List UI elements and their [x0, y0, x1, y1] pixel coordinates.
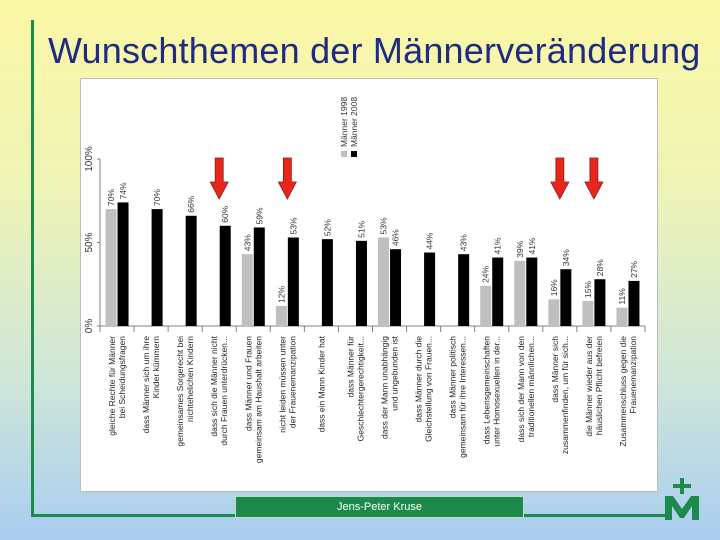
- bar-2008: [560, 269, 572, 326]
- bar-2008: [185, 215, 197, 326]
- data-label: 59%: [254, 207, 264, 224]
- category-label: die Männer wieder aus derhäuslichen Pfli…: [584, 336, 604, 437]
- bar-2008: [628, 280, 640, 326]
- bar-2008: [526, 257, 538, 326]
- data-label: 43%: [459, 234, 469, 251]
- data-label: 60%: [220, 205, 230, 222]
- bar-2008: [424, 252, 436, 326]
- category-label: dass Lebensgemeinschaftenunter Homosexue…: [482, 336, 502, 447]
- bar-2008: [458, 254, 470, 326]
- category-label: dass Männer sich um ihreKinder kümmern: [141, 336, 161, 434]
- data-label: 53%: [379, 217, 389, 234]
- category-label: dass der Mann unabhängigund ungebunden i…: [380, 335, 400, 439]
- data-label: 52%: [322, 219, 332, 236]
- data-label: 74%: [118, 182, 128, 199]
- bar-1998: [480, 285, 492, 326]
- data-label: 66%: [186, 195, 196, 212]
- bar-1998: [241, 254, 253, 326]
- legend-label: Männer 1998: [339, 97, 349, 147]
- data-label: 28%: [595, 259, 605, 276]
- y-tick-label: 50%: [84, 232, 95, 252]
- bar-chart: 0%50%100%70%43%12%53%24%39%16% 15% 11%74% 7…: [84, 97, 646, 463]
- highlight-arrow-icon: [209, 157, 229, 200]
- bar-1998: [616, 307, 628, 326]
- bar-2008: [151, 209, 163, 326]
- left-accent-line: [31, 20, 34, 517]
- data-label: 46%: [391, 229, 401, 246]
- legend-label: Männer 2008: [349, 97, 359, 147]
- bar-2008: [219, 225, 231, 326]
- bar-2008: [253, 227, 265, 326]
- data-label: 43%: [242, 234, 252, 251]
- highlight-arrow-icon: [550, 157, 570, 200]
- bar-1998: [105, 209, 117, 326]
- y-tick-label: 100%: [84, 146, 95, 172]
- bar-1998: [378, 237, 390, 326]
- data-label: 11%: [617, 288, 627, 305]
- bar-1998: [548, 299, 560, 326]
- data-label: 39%: [515, 240, 525, 257]
- category-label: dass Männer sichzusammenfinden, um für s…: [550, 336, 570, 454]
- category-label: dass Männer fürGeschlechtergerechtigkeit…: [345, 336, 365, 442]
- category-label: dass sich die Männer nichtdurch Frauen u…: [209, 335, 229, 445]
- category-label: dass Männer durch dieGleichstellung von …: [414, 336, 434, 442]
- highlight-arrow-icon: [584, 157, 604, 200]
- y-tick-label: 0%: [84, 319, 95, 334]
- bar-1998: [514, 260, 526, 326]
- category-label: nicht leiden müssen unterder Frauenemanz…: [277, 336, 297, 433]
- data-label: 27%: [629, 260, 639, 277]
- data-label: 70%: [152, 189, 162, 206]
- highlight-arrow-icon: [277, 157, 298, 200]
- data-label: 44%: [425, 232, 435, 249]
- category-label: dass Männer politischgemeinsam für ihre …: [448, 336, 468, 458]
- data-label: 41%: [527, 237, 537, 254]
- cross-m-logo-icon: [665, 478, 699, 520]
- category-label: gemeinsames Sorgerecht beinichtehelichen…: [175, 336, 195, 447]
- bar-1998: [582, 300, 594, 326]
- data-label: 53%: [288, 217, 298, 234]
- data-label: 41%: [493, 237, 503, 254]
- data-label: 51%: [356, 220, 366, 237]
- category-label: dass sich der Mann von dentraditionellen…: [516, 336, 536, 443]
- category-label: gleiche Rechte für Männerbei Scheidungsf…: [107, 336, 127, 436]
- data-label: 16%: [549, 279, 559, 296]
- category-label: dass ein Mann Kinder hat: [316, 335, 326, 432]
- data-label: 12%: [276, 286, 286, 303]
- bar-2008: [594, 279, 606, 326]
- bar-2008: [117, 202, 129, 326]
- chart-area: 0% 50% 100% 70% 43% 12% 53% 24% 39% 16% 15% 11% 74% 7…: [80, 78, 658, 492]
- slide-title: Wunschthemen der Männerveränderung: [48, 30, 701, 71]
- data-label: 15%: [583, 280, 593, 297]
- legend-swatch: [341, 151, 347, 157]
- legend-swatch: [351, 151, 357, 157]
- category-label: Zusammenschluss gegen dieFrauenemanzipat…: [618, 336, 638, 447]
- bar-2008: [390, 249, 402, 326]
- data-label: 70%: [106, 189, 116, 206]
- data-label: 34%: [561, 249, 571, 266]
- data-label: 24%: [481, 265, 491, 282]
- bar-2008: [287, 237, 299, 326]
- footer-author: Jens-Peter Kruse: [235, 496, 524, 518]
- bar-2008: [321, 239, 333, 326]
- bar-2008: [355, 240, 367, 326]
- bar-2008: [492, 257, 504, 326]
- bar-1998: [275, 305, 287, 326]
- category-label: dass Männer und Frauengemeinsam am Haush…: [243, 336, 263, 463]
